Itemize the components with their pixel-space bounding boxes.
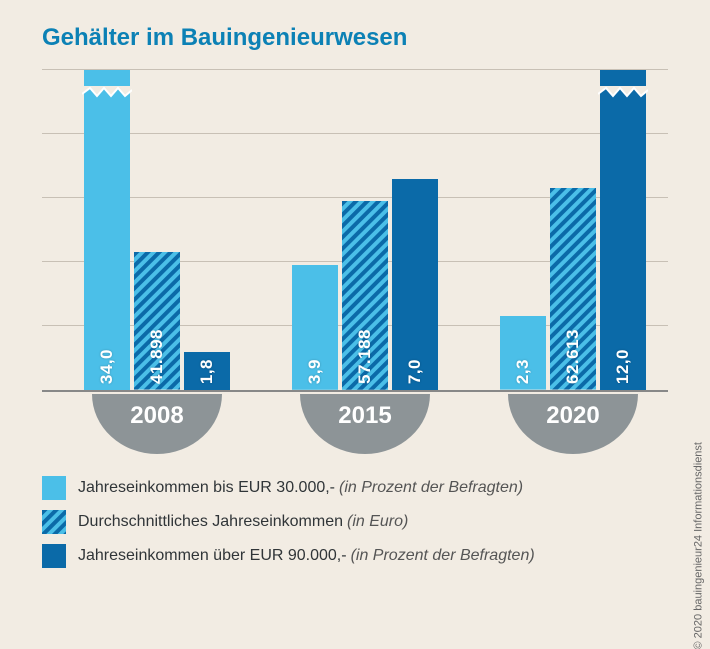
copyright-text: © 2020 bauingenieur24 Informationsdienst [692, 442, 704, 649]
bar: 62.613 [550, 188, 596, 390]
bar: 3,9 [292, 265, 338, 390]
legend-swatch [42, 476, 66, 500]
bar-value: 12,0 [613, 349, 633, 384]
legend-note: (in Prozent der Befragten) [351, 547, 535, 565]
legend-swatch [42, 544, 66, 568]
bar-group: 2,3 62.613 12,0 [494, 72, 654, 390]
bar-break-icon [82, 86, 132, 100]
bar: 1,8 [184, 352, 230, 390]
legend-note: (in Euro) [347, 513, 408, 531]
legend-item: Durchschnittliches Jahreseinkommen (in E… [42, 510, 668, 534]
year-badge: 2008 [92, 394, 222, 458]
bar-value: 1,8 [197, 359, 217, 384]
bar-value: 62.613 [563, 329, 583, 384]
bar: 41.898 [134, 252, 180, 390]
bar-value: 41.898 [147, 329, 167, 384]
bar: 2,3 [500, 316, 546, 390]
bar-value: 7,0 [405, 359, 425, 384]
bar-value: 2,3 [513, 359, 533, 384]
legend-label: Jahreseinkommen bis EUR 30.000,- [78, 479, 335, 497]
bar: 57.188 [342, 201, 388, 390]
legend-swatch [42, 510, 66, 534]
page-title: Gehälter im Bauingenieurwesen [42, 24, 407, 52]
legend-item: Jahreseinkommen über EUR 90.000,- (in Pr… [42, 544, 668, 568]
legend-label: Jahreseinkommen über EUR 90.000,- [78, 547, 347, 565]
bar-break-icon [598, 86, 648, 100]
chart-area: 34,0 41.898 1,8 3,9 57.188 7,0 2,3 62.613 12,0 [42, 72, 668, 392]
bar-value: 57.188 [355, 329, 375, 384]
bar-group: 3,9 57.188 7,0 [286, 72, 446, 390]
bar-group: 34,0 41.898 1,8 [78, 72, 238, 390]
legend: Jahreseinkommen bis EUR 30.000,- (in Pro… [42, 476, 668, 578]
grid-line [42, 69, 668, 70]
bar: 34,0 [84, 70, 130, 390]
legend-note: (in Prozent der Befragten) [339, 479, 523, 497]
legend-label: Durchschnittliches Jahreseinkommen [78, 513, 343, 531]
year-badge: 2015 [300, 394, 430, 458]
legend-item: Jahreseinkommen bis EUR 30.000,- (in Pro… [42, 476, 668, 500]
bar-value: 3,9 [305, 359, 325, 384]
bar: 7,0 [392, 179, 438, 390]
year-badge: 2020 [508, 394, 638, 458]
bar-value: 34,0 [97, 349, 117, 384]
bar: 12,0 [600, 70, 646, 390]
